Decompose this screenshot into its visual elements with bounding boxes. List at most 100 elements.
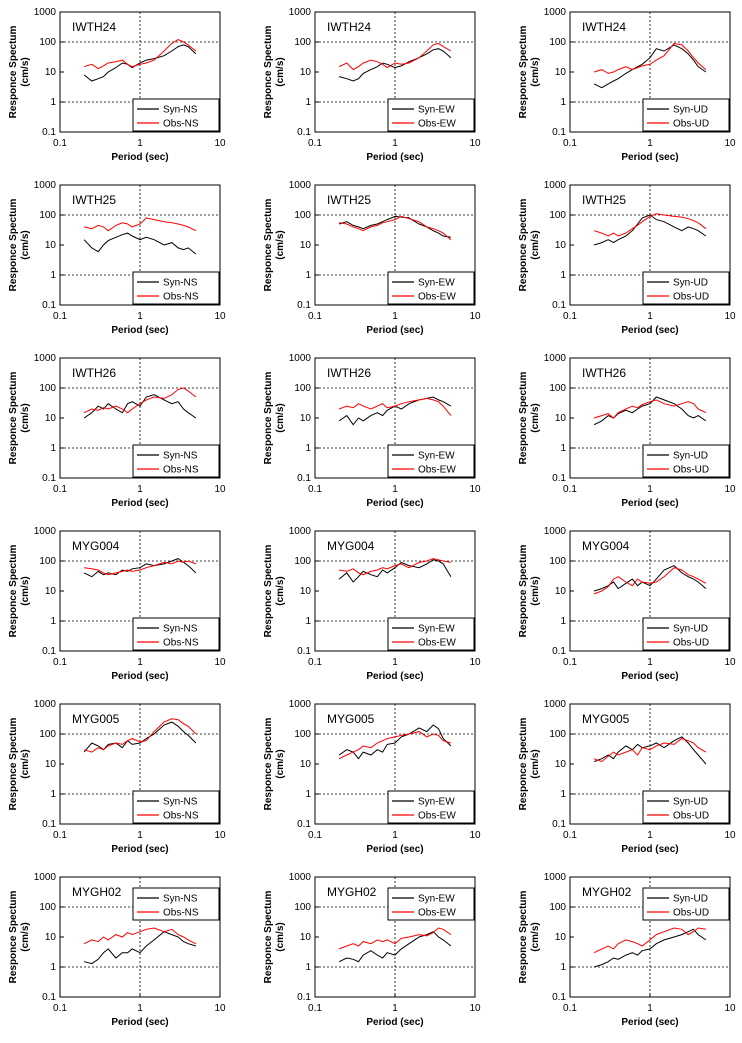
- legend-label-syn-ew: Syn-EW: [418, 278, 455, 289]
- legend-label-syn-ud: Syn-UD: [673, 797, 708, 808]
- legend-box: [132, 887, 220, 921]
- chart-panel-12: 0.1 1 10 100 1000 0.1 1 10 Period (sec) Responce …: [518, 526, 736, 682]
- x-axis-title: Period (sec): [366, 671, 423, 682]
- station-label: MYGH02: [582, 885, 632, 899]
- y-tick-label: 10: [45, 240, 57, 251]
- legend-label-obs-ns: Obs-NS: [163, 908, 199, 919]
- series-line-syn-ud: [593, 928, 707, 968]
- y-axis-unit: (cm/s): [275, 749, 286, 778]
- y-axis-title: Responce Spectum: [8, 890, 19, 983]
- y-tick-label: 10: [555, 413, 567, 424]
- legend-label-syn-ud: Syn-UD: [673, 105, 708, 116]
- station-label: IWTH24: [72, 20, 116, 34]
- x-tick-label: 1: [647, 830, 653, 841]
- x-tick-label: 1: [647, 1003, 653, 1014]
- x-tick-label: 0.1: [308, 484, 322, 495]
- legend-label-syn-ud: Syn-UD: [673, 278, 708, 289]
- x-tick-label: 10: [724, 657, 736, 668]
- y-axis-unit: (cm/s): [275, 922, 286, 951]
- y-tick-label: 1000: [544, 526, 567, 537]
- y-tick-label: 1: [305, 270, 311, 281]
- x-tick-label: 1: [647, 657, 653, 668]
- x-tick-label: 1: [392, 138, 398, 149]
- y-tick-label: 0.1: [42, 992, 56, 1003]
- y-axis-title: Responce Spectum: [518, 890, 529, 983]
- x-tick-label: 10: [724, 484, 736, 495]
- y-axis-unit: (cm/s): [530, 57, 541, 86]
- chart-panel-16: 0.1 1 10 100 1000 0.1 1 10 Period (sec) Responce …: [8, 872, 226, 1028]
- y-axis-unit: (cm/s): [530, 576, 541, 605]
- station-label: MYG005: [582, 712, 630, 726]
- y-tick-label: 1000: [289, 353, 312, 364]
- y-tick-label: 100: [294, 383, 311, 394]
- x-tick-label: 10: [214, 138, 226, 149]
- legend-label-obs-ns: Obs-NS: [163, 638, 199, 649]
- series-line-syn-ns: [83, 931, 197, 965]
- y-tick-label: 100: [39, 729, 56, 740]
- x-tick-label: 0.1: [53, 138, 67, 149]
- y-axis-title: Responce Spectum: [8, 198, 19, 291]
- y-tick-label: 1: [50, 962, 56, 973]
- series-line-obs-ew: [338, 731, 452, 760]
- series-line-syn-ew: [338, 931, 452, 963]
- x-tick-label: 0.1: [308, 657, 322, 668]
- legend-box: [642, 790, 730, 824]
- station-label: IWTH25: [72, 193, 116, 207]
- series-line-syn-ns: [83, 44, 197, 82]
- legend-label-obs-ns: Obs-NS: [163, 465, 199, 476]
- y-axis-title: Responce Spectum: [263, 198, 274, 291]
- station-label: IWTH26: [582, 366, 626, 380]
- series-line-obs-ns: [83, 387, 197, 414]
- y-tick-label: 10: [300, 240, 312, 251]
- x-axis-title: Period (sec): [111, 1017, 168, 1028]
- y-axis-unit: (cm/s): [530, 922, 541, 951]
- y-tick-label: 10: [555, 67, 567, 78]
- x-tick-label: 10: [469, 830, 481, 841]
- legend-label-obs-ns: Obs-NS: [163, 811, 199, 822]
- legend-box: [642, 617, 730, 651]
- y-tick-label: 1000: [289, 180, 312, 191]
- y-axis-unit: (cm/s): [530, 230, 541, 259]
- y-tick-label: 100: [549, 729, 566, 740]
- station-label: MYG004: [72, 539, 120, 553]
- chart-panel-3: 0.1 1 10 100 1000 0.1 1 10 Period (sec) Responce …: [518, 7, 736, 163]
- chart-panel-13: 0.1 1 10 100 1000 0.1 1 10 Period (sec) Responce …: [8, 699, 226, 855]
- station-label: MYGH02: [72, 885, 122, 899]
- y-tick-label: 1: [50, 97, 56, 108]
- x-axis-title: Period (sec): [621, 671, 678, 682]
- y-tick-label: 10: [555, 932, 567, 943]
- y-axis-title: Responce Spectum: [263, 717, 274, 810]
- legend-label-syn-ud: Syn-UD: [673, 894, 708, 905]
- legend-label-obs-ew: Obs-EW: [418, 465, 456, 476]
- y-tick-label: 10: [45, 759, 57, 770]
- legend-label-syn-ns: Syn-NS: [163, 894, 198, 905]
- station-label: IWTH24: [582, 20, 626, 34]
- station-label: MYGH02: [327, 885, 377, 899]
- y-tick-label: 1000: [289, 699, 312, 710]
- series-line-obs-ns: [83, 39, 197, 70]
- x-tick-label: 10: [214, 311, 226, 322]
- legend-box: [642, 271, 730, 305]
- y-tick-label: 0.1: [552, 473, 566, 484]
- y-tick-label: 10: [300, 932, 312, 943]
- y-axis-unit: (cm/s): [20, 230, 31, 259]
- series-line-obs-ud: [593, 738, 707, 763]
- x-tick-label: 0.1: [563, 657, 577, 668]
- chart-panel-4: 0.1 1 10 100 1000 0.1 1 10 Period (sec) Responce …: [8, 180, 226, 336]
- x-axis-title: Period (sec): [366, 1017, 423, 1028]
- y-tick-label: 100: [39, 556, 56, 567]
- station-label: IWTH26: [72, 366, 116, 380]
- legend-label-obs-ud: Obs-UD: [673, 465, 709, 476]
- x-tick-label: 0.1: [563, 1003, 577, 1014]
- y-tick-label: 1: [305, 616, 311, 627]
- station-label: IWTH25: [327, 193, 371, 207]
- x-tick-label: 10: [469, 311, 481, 322]
- y-tick-label: 10: [555, 586, 567, 597]
- y-tick-label: 1000: [34, 699, 57, 710]
- station-label: IWTH24: [327, 20, 371, 34]
- chart-panel-6: 0.1 1 10 100 1000 0.1 1 10 Period (sec) Responce …: [518, 180, 736, 336]
- x-axis-title: Period (sec): [621, 1017, 678, 1028]
- y-tick-label: 1000: [34, 526, 57, 537]
- x-tick-label: 0.1: [53, 657, 67, 668]
